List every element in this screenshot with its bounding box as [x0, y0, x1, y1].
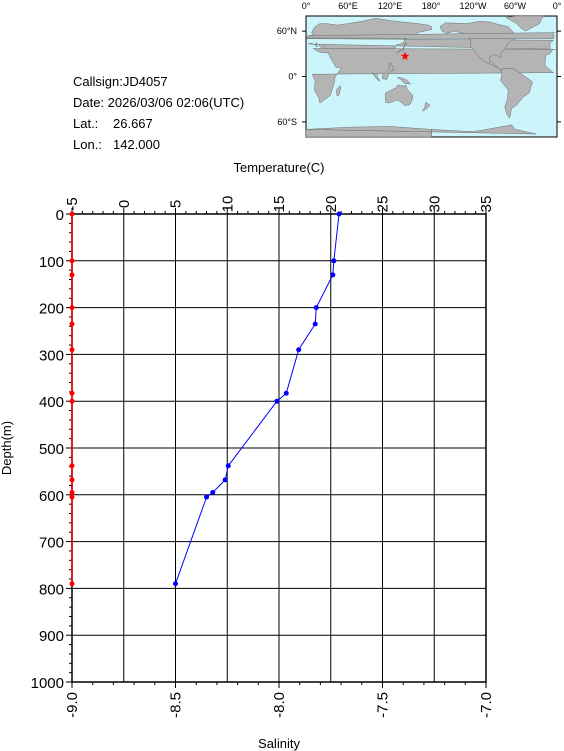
temperature-point: [283, 390, 289, 396]
land-japan: [396, 43, 408, 54]
salinity-point: [69, 347, 75, 353]
station-info: Callsign:JD4057 Date: 2026/03/06 02:06(U…: [73, 74, 244, 152]
salinity-point: [69, 477, 75, 483]
temperature-point: [225, 463, 231, 469]
land-madagascar: [336, 85, 342, 96]
temperature-tick-label: 25: [375, 196, 392, 213]
location-map: 0° 60°E 120°E 180° 120°W 60°W 0° 60°N 0° 60°S: [277, 1, 562, 138]
temperature-tick-label: -5: [64, 197, 81, 210]
temperature-point: [331, 258, 337, 264]
temperature-point: [222, 477, 228, 483]
map-longitude-label: 180°: [422, 1, 441, 11]
salinity-tick-label: -9.0: [64, 692, 81, 718]
temperature-point: [330, 272, 336, 278]
depth-tick-label: 600: [39, 488, 64, 505]
temperature-point: [296, 347, 302, 353]
salinity-tick-label: -7.0: [478, 692, 495, 718]
temperature-ticks: -5 0 5 10 15 20 25 30 35: [64, 196, 495, 214]
map-longitude-label: 120°E: [378, 1, 403, 11]
depth-tick-label: 900: [39, 628, 64, 645]
depth-tick-label: 100: [39, 254, 64, 271]
depth-tick-label: 200: [39, 301, 64, 318]
temperature-point: [274, 398, 280, 404]
depth-tick-label: 300: [39, 347, 64, 364]
temperature-tick-label: 15: [271, 196, 288, 213]
temperature-tick-label: 35: [478, 196, 495, 213]
map-latitude-label: 60°N: [277, 26, 297, 36]
map-latitude-label: 60°S: [277, 117, 297, 127]
salinity-tick-label: -8.5: [168, 692, 185, 718]
map-longitude-label: 60°W: [504, 1, 527, 11]
land-australia: [385, 84, 413, 106]
map-longitude-labels: 0° 60°E 120°E 180° 120°W 60°W 0°: [302, 1, 562, 11]
lon-label: Lon.:: [73, 137, 102, 152]
callsign-text: Callsign:JD4057: [73, 74, 168, 89]
map-longitude-label: 120°W: [459, 1, 487, 11]
map-latitude-labels: 60°N 0° 60°S: [277, 26, 561, 127]
temperature-point: [313, 305, 319, 311]
land-new-zealand: [421, 101, 431, 112]
temperature-point: [173, 581, 178, 587]
temperature-point: [204, 494, 210, 500]
land-antarctica-west: [305, 124, 537, 138]
land-philippines: [388, 62, 395, 72]
date-text: Date: 2026/03/06 02:06(UTC): [73, 95, 244, 110]
salinity-tick-label: -8.0: [271, 692, 288, 718]
temperature-series: [173, 211, 342, 587]
station-marker-star: [400, 51, 410, 60]
depth-tick-label: 0: [56, 207, 64, 224]
map-longitude-label: 0°: [553, 1, 562, 11]
salinity-point: [69, 581, 75, 587]
temperature-line: [175, 213, 340, 584]
temperature-point: [210, 489, 216, 495]
salinity-ticks: -9.0 -8.5 -8.0 -7.5 -7.0: [64, 682, 495, 718]
salinity-point: [69, 398, 75, 404]
map-latitude-label: 0°: [288, 72, 297, 82]
salinity-point: [69, 211, 75, 217]
lon-value: 142.000: [113, 137, 160, 152]
depth-tick-label: 500: [39, 441, 64, 458]
temperature-tick-label: 0: [116, 200, 133, 208]
chart-grid: [71, 213, 487, 683]
salinity-point: [69, 305, 75, 311]
salinity-point: [69, 489, 75, 495]
temperature-tick-label: 20: [323, 196, 340, 213]
temperature-tick-label: 30: [426, 196, 443, 213]
land-greenland: [505, 15, 544, 32]
map-longitude-label: 0°: [302, 1, 311, 11]
salinity-series: [69, 211, 75, 587]
depth-tick-label: 400: [39, 394, 64, 411]
salinity-axis-label: Salinity: [258, 736, 300, 751]
temperature-point: [312, 321, 318, 327]
temperature-tick-label: 5: [168, 200, 185, 208]
depth-axis-label: Depth(m): [0, 421, 14, 475]
salinity-point: [69, 258, 75, 264]
salinity-point: [69, 494, 75, 500]
temperature-tick-label: 10: [219, 196, 236, 213]
salinity-point: [69, 321, 75, 327]
salinity-tick-label: -7.5: [375, 692, 392, 718]
depth-tick-label: 1000: [31, 675, 64, 692]
land-new-guinea: [397, 77, 412, 85]
salinity-point: [69, 390, 75, 396]
temperature-axis-label: Temperature(C): [233, 160, 324, 175]
salinity-point: [69, 463, 75, 469]
map-land: [305, 15, 556, 138]
land-south-america: [500, 67, 533, 119]
depth-ticks: 0 100 200 300 400 500 600 700 800 900 1000: [31, 207, 72, 692]
land-uk: [305, 32, 555, 39]
salinity-point: [69, 272, 75, 278]
map-longitude-label: 60°E: [338, 1, 358, 11]
lat-label: Lat.:: [73, 116, 98, 131]
lat-value: 26.667: [113, 116, 153, 131]
land-sumatra: [371, 72, 381, 82]
temperature-point: [336, 211, 342, 217]
depth-tick-label: 700: [39, 535, 64, 552]
depth-tick-label: 800: [39, 581, 64, 598]
land-indonesia-borneo: [381, 70, 390, 80]
